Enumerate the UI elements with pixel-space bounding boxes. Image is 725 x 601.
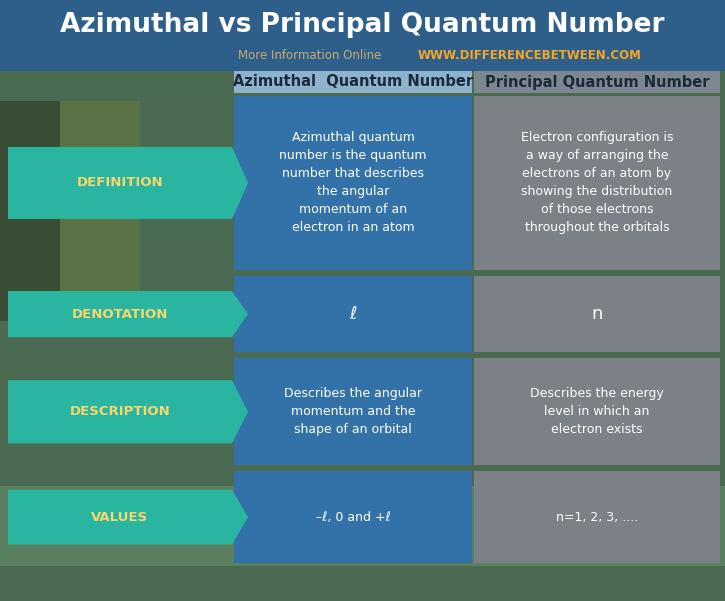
Text: Azimuthal quantum
number is the quantum
number that describes
the angular
moment: Azimuthal quantum number is the quantum … (279, 132, 427, 234)
FancyBboxPatch shape (474, 471, 720, 563)
Text: Azimuthal  Quantum Number: Azimuthal Quantum Number (233, 75, 473, 90)
FancyBboxPatch shape (234, 471, 472, 563)
FancyBboxPatch shape (474, 358, 720, 465)
FancyBboxPatch shape (234, 358, 472, 465)
FancyBboxPatch shape (0, 486, 725, 566)
Text: Electron configuration is
a way of arranging the
electrons of an atom by
showing: Electron configuration is a way of arran… (521, 132, 674, 234)
Text: DEFINITION: DEFINITION (77, 177, 163, 189)
Text: Principal Quantum Number: Principal Quantum Number (485, 75, 709, 90)
Polygon shape (8, 490, 248, 545)
FancyBboxPatch shape (474, 71, 720, 93)
FancyBboxPatch shape (234, 276, 472, 352)
Polygon shape (8, 147, 248, 219)
Text: –ℓ, 0 and +ℓ: –ℓ, 0 and +ℓ (315, 511, 390, 523)
Text: n=1, 2, 3, ....: n=1, 2, 3, .... (556, 511, 638, 523)
FancyBboxPatch shape (234, 96, 472, 270)
Text: Describes the energy
level in which an
electron exists: Describes the energy level in which an e… (530, 387, 664, 436)
FancyBboxPatch shape (0, 0, 725, 71)
Text: Describes the angular
momentum and the
shape of an orbital: Describes the angular momentum and the s… (284, 387, 422, 436)
Text: DENOTATION: DENOTATION (72, 308, 168, 320)
FancyBboxPatch shape (474, 276, 720, 352)
FancyBboxPatch shape (60, 101, 140, 301)
Text: DESCRIPTION: DESCRIPTION (70, 405, 170, 418)
Text: VALUES: VALUES (91, 511, 149, 523)
Text: More Information Online: More Information Online (239, 49, 381, 62)
FancyBboxPatch shape (474, 96, 720, 270)
Text: WWW.DIFFERENCEBETWEEN.COM: WWW.DIFFERENCEBETWEEN.COM (418, 49, 642, 62)
Polygon shape (8, 380, 248, 444)
FancyBboxPatch shape (0, 101, 60, 321)
Text: n: n (592, 305, 602, 323)
Polygon shape (8, 291, 248, 337)
Text: ℓ: ℓ (349, 305, 357, 323)
FancyBboxPatch shape (234, 71, 472, 93)
Text: Azimuthal vs Principal Quantum Number: Azimuthal vs Principal Quantum Number (60, 12, 665, 38)
